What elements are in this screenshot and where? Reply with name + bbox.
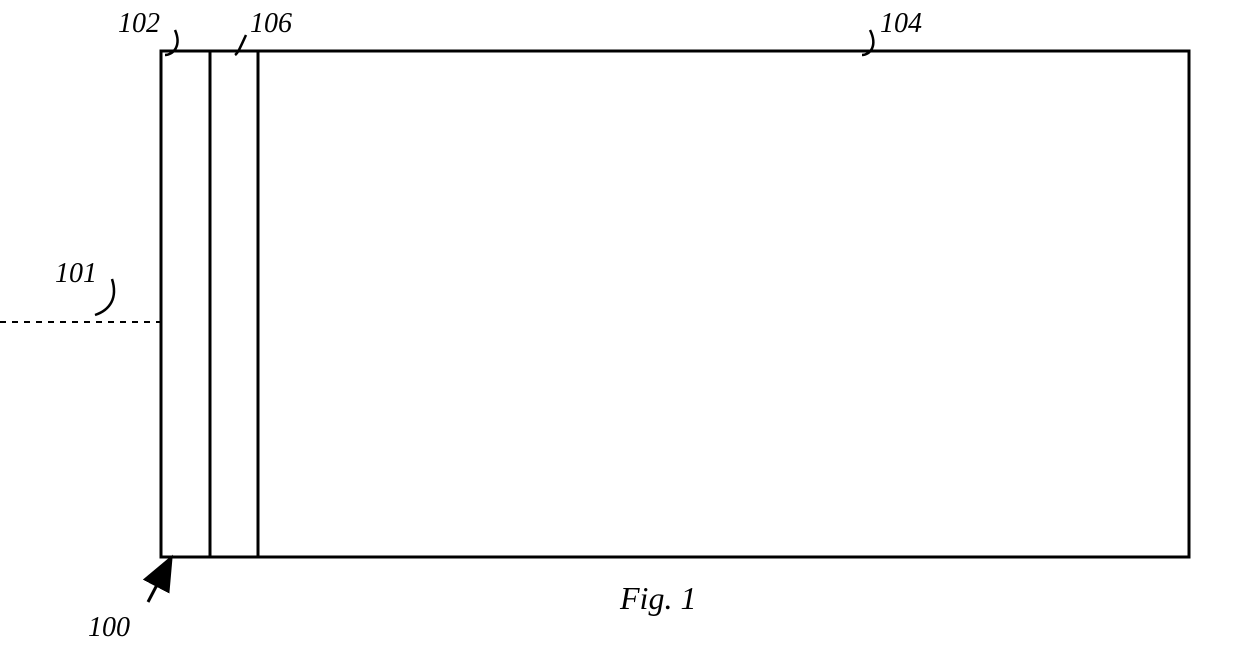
diagram-svg <box>0 0 1239 656</box>
label-102: 102 <box>118 8 160 40</box>
label-100: 100 <box>88 612 130 644</box>
label-104: 104 <box>880 8 922 40</box>
outer-rectangle <box>161 51 1189 557</box>
label-101: 101 <box>55 258 97 290</box>
figure-caption: Fig. 1 <box>620 580 696 617</box>
leader-100-arrow <box>148 560 170 602</box>
figure-1-diagram: 101 102 106 104 100 Fig. 1 <box>0 0 1239 656</box>
label-106: 106 <box>250 8 292 40</box>
leader-101 <box>95 279 114 315</box>
